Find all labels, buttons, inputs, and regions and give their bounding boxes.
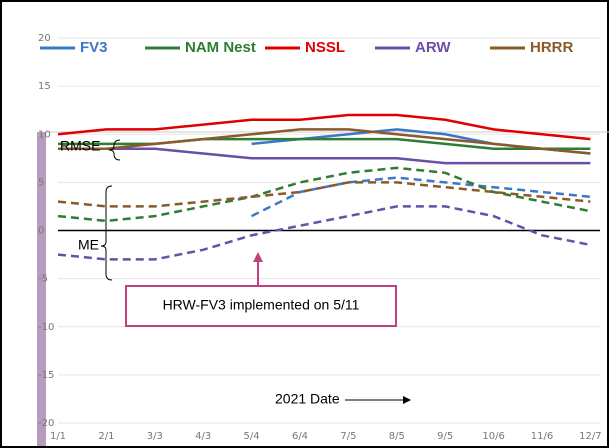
callout-box xyxy=(125,285,397,327)
y-tick-label: 20 xyxy=(38,33,51,44)
x-tick-label: 9/5 xyxy=(437,431,453,442)
y-tick-label: 15 xyxy=(38,81,51,92)
legend-label: ARW xyxy=(415,39,451,56)
me-label: ME xyxy=(78,237,99,253)
x-tick-label: 2/1 xyxy=(98,431,114,442)
legend-label: NAM Nest xyxy=(185,39,256,56)
rmse-label: RMSE xyxy=(60,138,100,154)
legend-label: HRRR xyxy=(530,39,573,56)
legend-label: FV3 xyxy=(80,39,108,56)
rmse-line xyxy=(57,113,591,141)
x-tick-label: 11/6 xyxy=(531,431,553,442)
x-tick-label: 4/3 xyxy=(195,431,211,442)
x-tick-label: 7/5 xyxy=(340,431,356,442)
me-line xyxy=(251,176,591,218)
callout-text: HRW-FV3 implemented on 5/11 xyxy=(163,297,360,313)
y-tick-label: 5 xyxy=(38,177,44,188)
callout-arrowhead xyxy=(253,252,263,262)
y-tick-label: -5 xyxy=(38,274,48,285)
me-brace xyxy=(100,185,113,281)
x-axis-label: 2021 Date xyxy=(275,391,340,407)
rmse-line xyxy=(58,147,591,165)
x-tick-label: 3/3 xyxy=(147,431,163,442)
x-tick-label: 5/4 xyxy=(244,431,260,442)
y-tick-label: -10 xyxy=(38,322,54,333)
side-strip xyxy=(37,132,46,446)
y-tick-label: 10 xyxy=(38,129,51,140)
rmse-line xyxy=(58,128,591,155)
x-tick-label: 8/5 xyxy=(389,431,405,442)
rmse-brace xyxy=(108,139,121,161)
y-tick-label: -20 xyxy=(38,418,54,429)
x-tick-label: 12/7 xyxy=(579,431,601,442)
y-tick-label: 0 xyxy=(38,226,44,237)
x-label-arrowhead xyxy=(403,396,411,404)
y-tick-label: -15 xyxy=(38,370,54,381)
legend-label: NSSL xyxy=(305,39,345,56)
x-tick-label: 10/6 xyxy=(482,431,504,442)
x-tick-label: 1/1 xyxy=(50,431,66,442)
me-line xyxy=(57,181,591,208)
x-tick-label: 6/4 xyxy=(292,431,308,442)
